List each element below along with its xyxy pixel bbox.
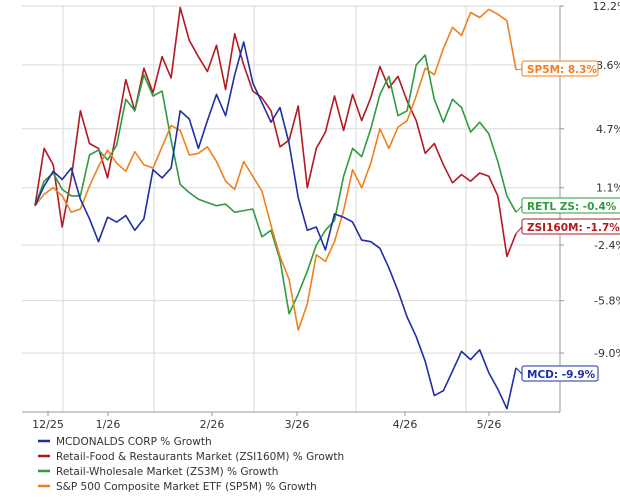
y-axis: 12.2% 8.6% 4.7% 1.1% -2.4% -5.8% -9.0% [559, 0, 620, 412]
series-line [34, 8, 517, 331]
legend-item: Retail-Wholesale Market (ZS3M) % Growth [38, 466, 278, 478]
x-tick-label: 5/26 [477, 418, 502, 431]
end-label-leader [515, 226, 523, 234]
legend-item: MCDONALDS CORP % Growth [38, 436, 212, 448]
y-tick-label: 1.1% [596, 182, 620, 195]
end-labels: MCD: -9.9% ZSI160M: -1.7% RETL ZS: -0.4% SP… [515, 60, 620, 382]
x-tick-label: 12/25 [32, 418, 64, 431]
legend: MCDONALDS CORP % Growth Retail-Food & Res… [38, 436, 344, 493]
x-tick-label: 1/26 [96, 418, 121, 431]
plot-area [22, 6, 560, 412]
legend-item: S&P 500 Composite Market ETF (SP5M) % Gr… [38, 481, 317, 493]
legend-label: MCDONALDS CORP % Growth [56, 436, 212, 448]
grid [22, 5, 560, 412]
series-line [34, 41, 517, 410]
legend-label: Retail-Wholesale Market (ZS3M) % Growth [56, 466, 278, 478]
y-tick-label: 4.7% [596, 123, 620, 136]
end-label-box [521, 365, 599, 382]
x-tick-label: 2/26 [200, 418, 225, 431]
y-tick-label: 12.2% [593, 0, 620, 13]
end-label-box [521, 60, 599, 77]
plot-background [22, 6, 560, 412]
end-label-leader [515, 367, 523, 375]
end-label-leader [515, 68, 523, 71]
end-label-text: ZSI160M: -1.7% [527, 222, 620, 234]
legend-label: S&P 500 Composite Market ETF (SP5M) % Gr… [56, 481, 317, 493]
end-label: SP5M: 8.3% [515, 60, 599, 77]
x-tick-label: 3/26 [285, 418, 310, 431]
end-label-text: RETL ZS: -0.4% [527, 201, 617, 213]
end-label-box [521, 218, 620, 235]
x-axis: 12/25 1/26 2/26 3/26 4/26 5/26 [22, 411, 560, 431]
end-label-text: SP5M: 8.3% [527, 64, 597, 76]
y-tick-label: 8.6% [596, 59, 620, 72]
legend-label: Retail-Food & Restaurants Market (ZSI160… [56, 451, 344, 463]
end-label: MCD: -9.9% [515, 365, 599, 382]
end-label-leader [515, 205, 523, 213]
end-label-text: MCD: -9.9% [527, 369, 596, 381]
end-label-box [521, 197, 620, 214]
end-label: ZSI160M: -1.7% [515, 218, 620, 235]
series-line [34, 6, 517, 258]
series-line [34, 54, 517, 315]
y-tick-label: -9.0% [594, 347, 620, 360]
y-tick-label: -5.8% [594, 295, 620, 308]
end-label: RETL ZS: -0.4% [515, 197, 620, 214]
x-tick-label: 4/26 [393, 418, 418, 431]
legend-item: Retail-Food & Restaurants Market (ZSI160… [38, 451, 344, 463]
series-lines [34, 6, 517, 410]
y-tick-label: -2.4% [594, 239, 620, 252]
